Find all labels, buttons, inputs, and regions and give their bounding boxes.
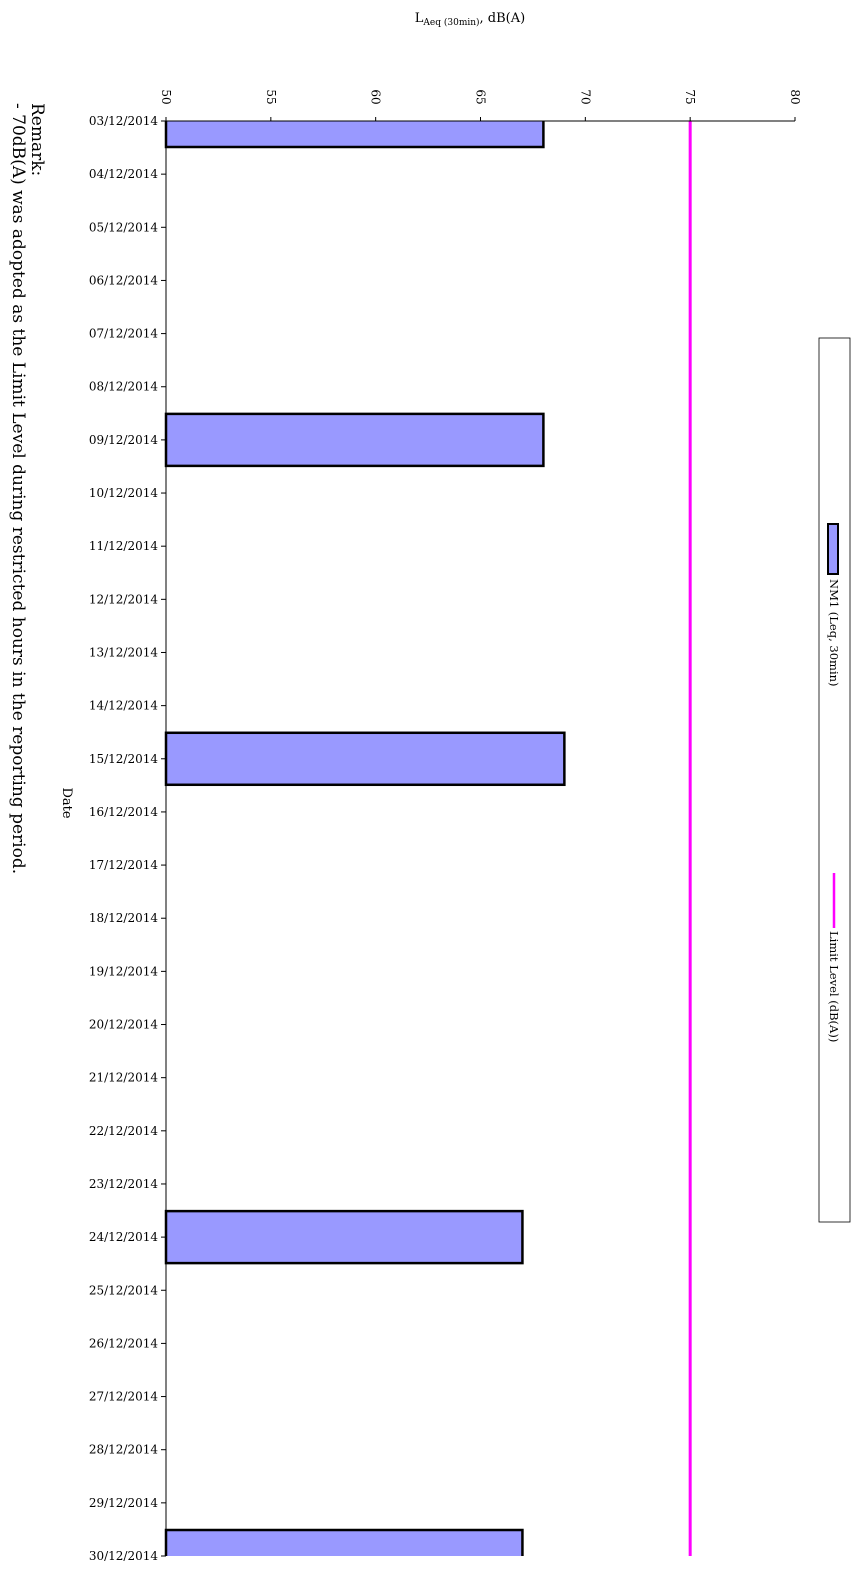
y-tick-label-04-12-2014: 04/12/2014 <box>89 167 159 181</box>
y-tick-label-27-12-2014: 27/12/2014 <box>89 1390 159 1404</box>
y-tick-label-14-12-2014: 14/12/2014 <box>89 699 159 713</box>
y-tick-label-20-12-2014: 20/12/2014 <box>89 1018 159 1032</box>
y-tick-label-11-12-2014: 11/12/2014 <box>89 539 159 553</box>
y-tick-label-12-12-2014: 12/12/2014 <box>89 592 159 606</box>
bar-03-12-2014 <box>164 121 545 149</box>
y-tick-label-29-12-2014: 29/12/2014 <box>89 1496 159 1510</box>
x-axis-title-sub: Aeq (30min) <box>422 17 479 28</box>
y-tick-label-06-12-2014: 06/12/2014 <box>89 273 159 287</box>
legend-label-nm1: NM1 (Leq, 30min) <box>827 579 841 687</box>
y-tick-label-17-12-2014: 17/12/2014 <box>89 858 159 872</box>
y-tick-label-13-12-2014: 13/12/2014 <box>89 645 159 659</box>
remark: Remark: - 70dB(A) was adopted as the Lim… <box>8 103 47 874</box>
x-tick-label-55: 55 <box>264 89 278 104</box>
x-tick-label-75: 75 <box>683 89 697 104</box>
y-axis-title: Date <box>59 787 74 818</box>
x-axis-title-suffix: , dB(A) <box>480 11 526 26</box>
x-tick-label-50: 50 <box>159 89 173 104</box>
x-tick-label-60: 60 <box>369 89 383 104</box>
y-tick-label-05-12-2014: 05/12/2014 <box>89 220 159 234</box>
y-tick-label-15-12-2014: 15/12/2014 <box>89 752 159 766</box>
legend-frame <box>818 337 851 1223</box>
remark-text: - 70dB(A) was adopted as the Limit Level… <box>8 103 28 874</box>
bar-09-12-2014 <box>164 412 545 468</box>
x-tick-label-70: 70 <box>578 89 592 104</box>
y-tick-label-09-12-2014: 09/12/2014 <box>89 433 159 447</box>
axes-layer: 50 55 60 65 70 75 80 03/12/2014 04/12/2014 05/12/… <box>89 89 802 1563</box>
y-tick-label-08-12-2014: 08/12/2014 <box>89 380 159 394</box>
bar-30-12-2014 <box>164 1528 524 1556</box>
x-tick-label-80: 80 <box>788 89 802 104</box>
y-tick-label-18-12-2014: 18/12/2014 <box>89 911 159 925</box>
y-tick-label-26-12-2014: 26/12/2014 <box>89 1336 159 1350</box>
y-tick-label-22-12-2014: 22/12/2014 <box>89 1124 159 1138</box>
y-tick-label-07-12-2014: 07/12/2014 <box>89 327 159 341</box>
y-tick-label-21-12-2014: 21/12/2014 <box>89 1071 159 1085</box>
x-axis-title: LAeq (30min), dB(A) <box>415 11 525 28</box>
legend-swatch-nm1 <box>827 523 839 575</box>
bars-layer <box>164 121 566 1556</box>
bar-24-12-2014 <box>164 1209 524 1265</box>
legend-label-limit: Limit Level (dB(A)) <box>827 931 841 1042</box>
y-tick-label-23-12-2014: 23/12/2014 <box>89 1177 159 1191</box>
y-tick-label-19-12-2014: 19/12/2014 <box>89 964 159 978</box>
legend: NM1 (Leq, 30min) Limit Level (dB(A)) <box>818 337 851 1223</box>
x-tick-label-65: 65 <box>474 89 488 104</box>
y-tick-label-28-12-2014: 28/12/2014 <box>89 1443 159 1457</box>
bar-15-12-2014 <box>164 731 566 787</box>
y-tick-label-30-12-2014: 30/12/2014 <box>89 1549 159 1563</box>
y-tick-label-25-12-2014: 25/12/2014 <box>89 1283 159 1297</box>
y-tick-label-16-12-2014: 16/12/2014 <box>89 805 159 819</box>
x-axis-title-main: L <box>415 11 424 26</box>
y-tick-label-24-12-2014: 24/12/2014 <box>89 1230 159 1244</box>
y-tick-label-03-12-2014: 03/12/2014 <box>89 114 159 128</box>
y-tick-label-10-12-2014: 10/12/2014 <box>89 486 159 500</box>
remark-title: Remark: <box>27 103 47 176</box>
